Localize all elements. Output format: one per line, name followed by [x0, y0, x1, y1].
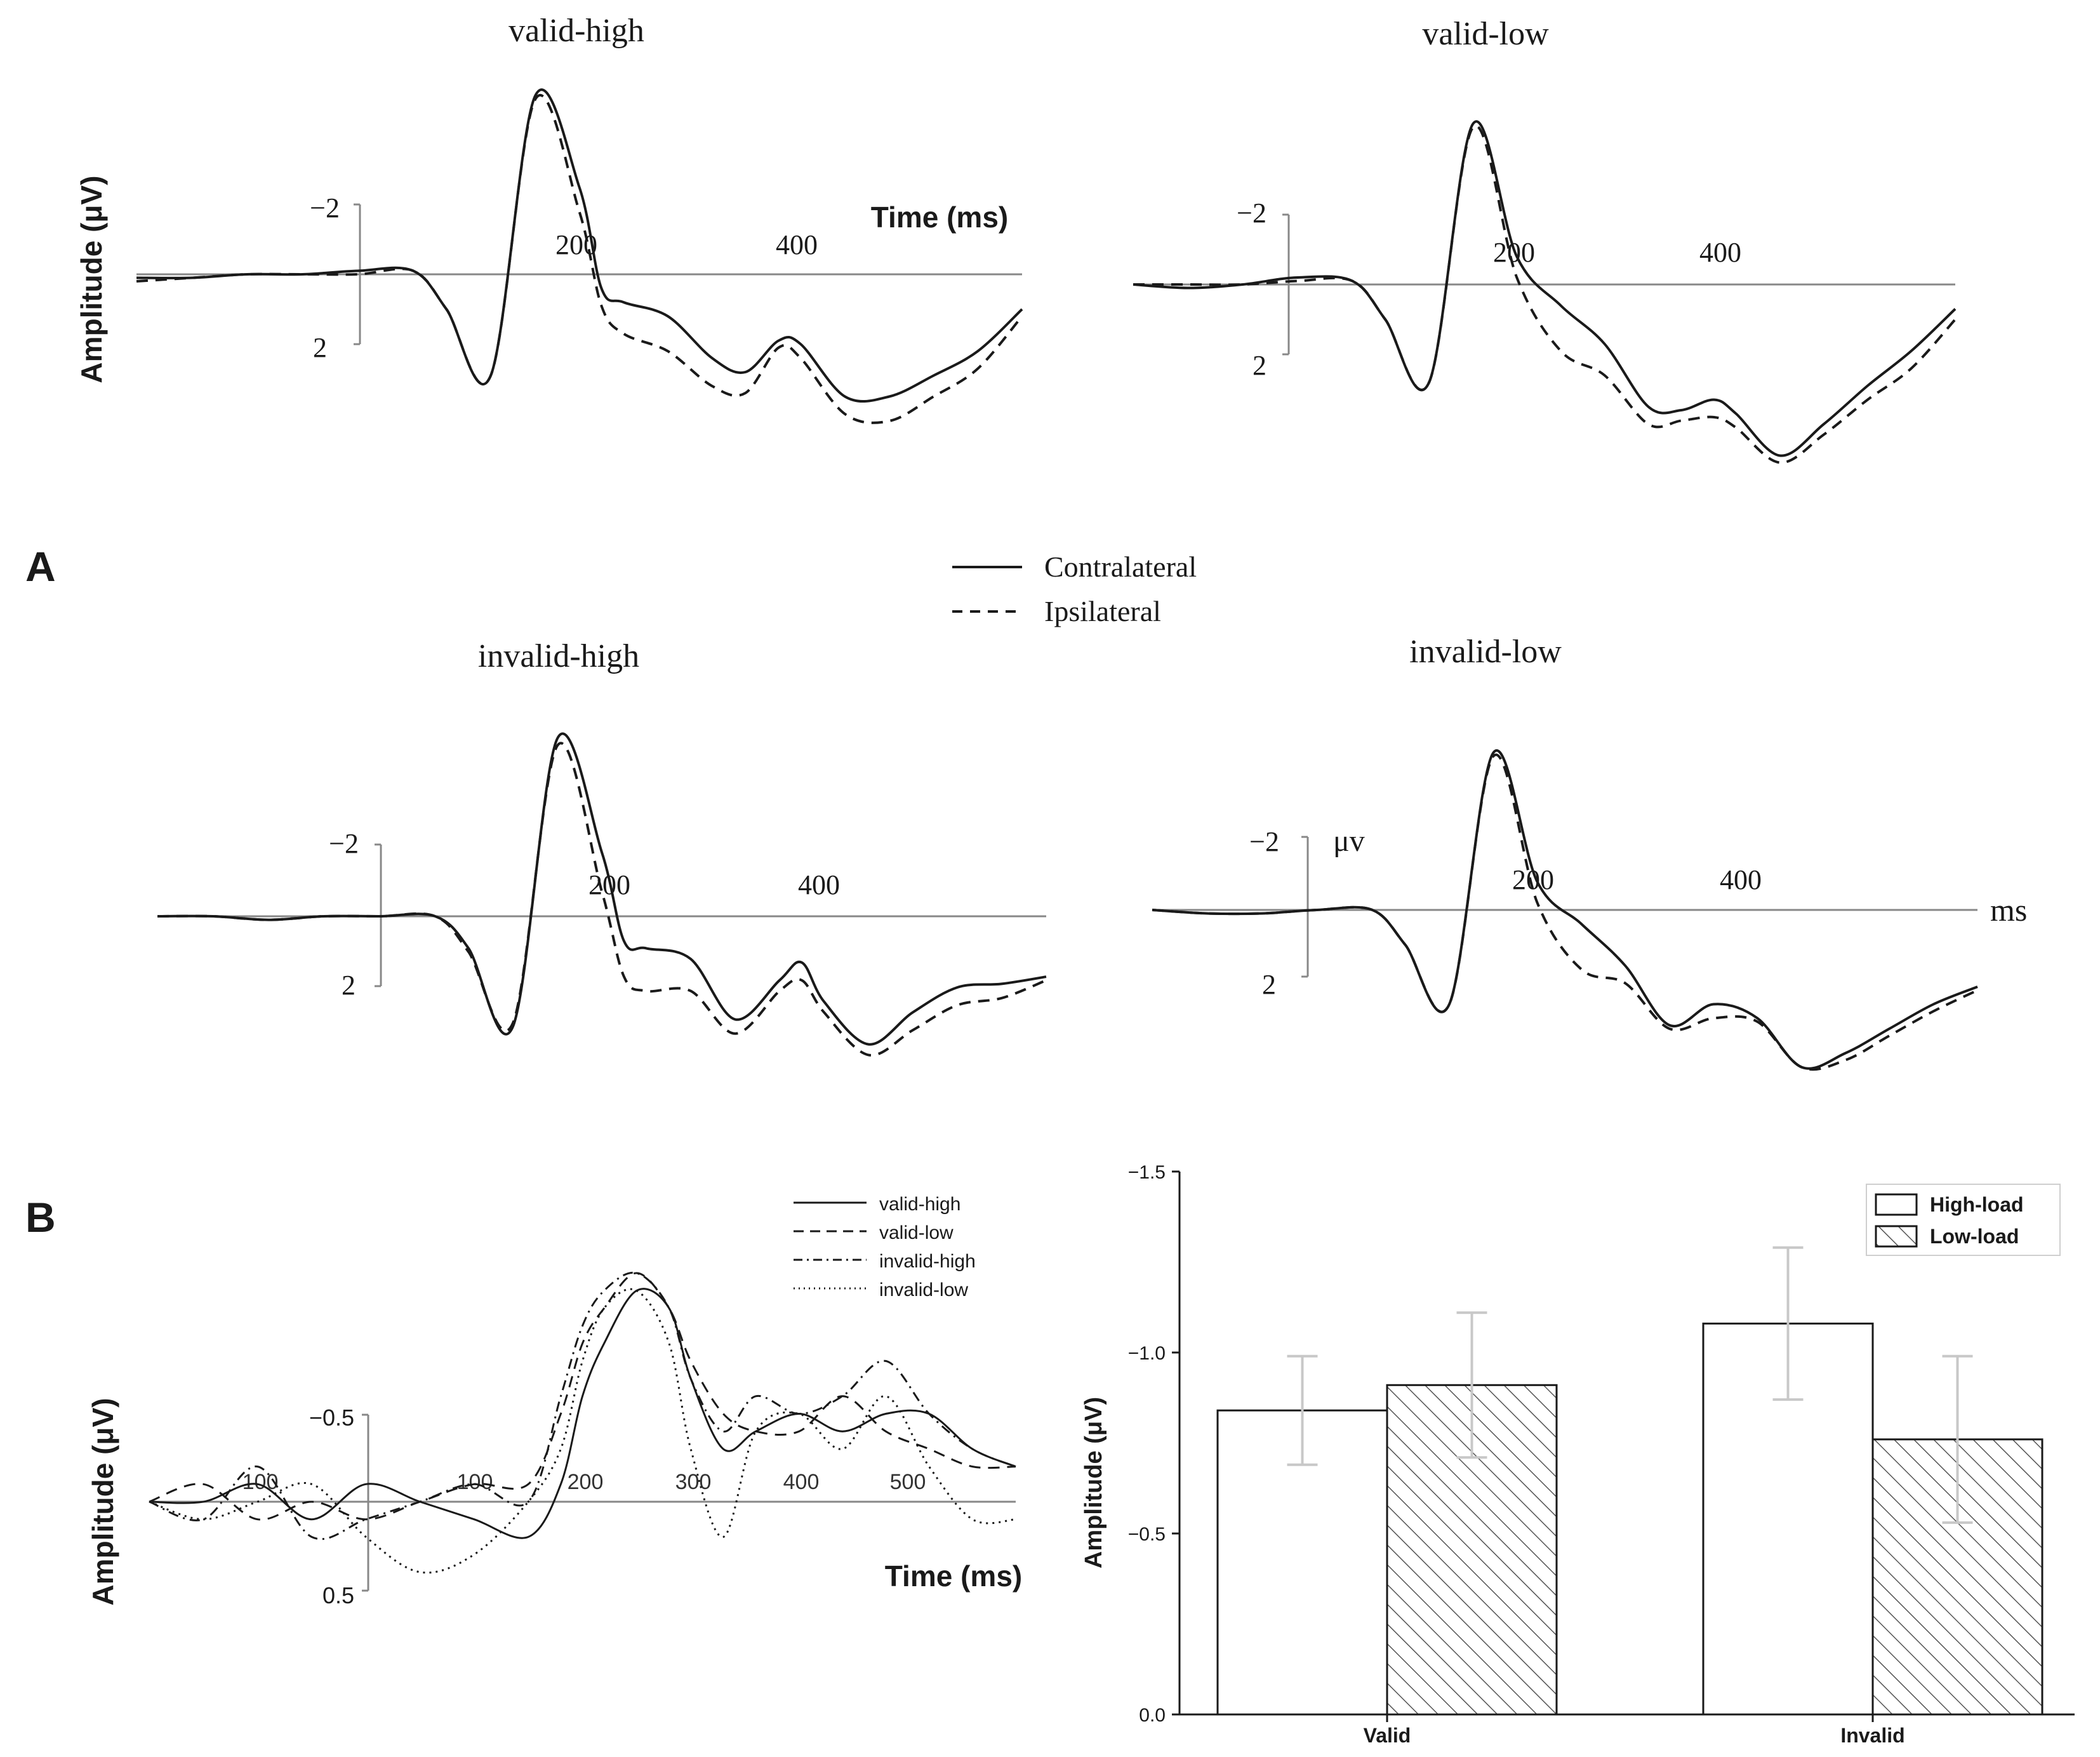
y-tick-label: −1.0	[1128, 1343, 1166, 1364]
x-tick-label: 400	[783, 1470, 820, 1494]
plot-area	[1133, 120, 1957, 464]
x-unit-label: ms	[1990, 892, 2027, 928]
panel-title: invalid-high	[478, 638, 639, 674]
erp-panel-valid-high: valid-high Amplitude (μV) −2 2 200 400 T…	[75, 13, 1023, 424]
erp-panel-invalid-low: invalid-low −2 2 μv 200 400 ms	[1152, 634, 2027, 1071]
legend-label: invalid-low	[879, 1279, 968, 1300]
series-line-ipsilateral	[157, 742, 1047, 1057]
y-tick-label: −2	[310, 192, 340, 224]
bar-legend: High-load Low-load	[1866, 1184, 2061, 1256]
difference-wave-legend: valid-high valid-low invalid-high invali…	[794, 1194, 976, 1300]
x-tick-label: 400	[1720, 864, 1762, 895]
erp-legend: Contralateral Ipsilateral	[952, 551, 1197, 627]
series-line-contralateral	[1133, 120, 1957, 457]
erp-panel-valid-low: valid-low −2 2 200 400	[1133, 16, 1957, 464]
series-line-ipsilateral	[136, 93, 1023, 424]
error-bar-high-load-invalid	[1772, 1246, 1804, 1401]
legend-label: High-load	[1930, 1193, 2024, 1216]
x-tick-label: 200	[568, 1470, 604, 1494]
x-tick-label: 400	[798, 869, 840, 900]
plot-area	[157, 732, 1047, 1057]
series-line-ipsilateral	[1152, 753, 1978, 1071]
error-bar-low-load-valid	[1456, 1311, 1487, 1459]
panel-title: valid-low	[1422, 16, 1549, 52]
series-line-invalid-low	[149, 1288, 1016, 1574]
series-line-valid-high	[149, 1288, 1016, 1539]
plot-area	[136, 88, 1023, 424]
series-line-invalid-high	[149, 1271, 1016, 1540]
y-tick-label: −0.5	[309, 1405, 354, 1431]
y-axis-label: Amplitude (μV)	[86, 1398, 119, 1605]
legend-label: Contralateral	[1044, 551, 1197, 583]
category-label: Valid	[1364, 1724, 1411, 1747]
panel-b-label: B	[25, 1194, 56, 1241]
x-tick-label: 500	[890, 1470, 926, 1494]
x-tick-label: 400	[1699, 237, 1741, 268]
category-label: Invalid	[1840, 1724, 1904, 1747]
y-unit-label: μv	[1333, 824, 1365, 858]
erp-panel-invalid-high: invalid-high −2 2 200 400	[157, 638, 1047, 1057]
legend-swatch-high-load	[1875, 1193, 1918, 1216]
bar-chart-panel: Amplitude (μV) 0.0 −0.5 −1.0 −1.5 Valid …	[1080, 1162, 2075, 1747]
panel-title: invalid-low	[1409, 634, 1562, 670]
legend-label: Low-load	[1930, 1225, 2019, 1248]
y-tick-label: 2	[1262, 969, 1276, 1000]
error-bar-high-load-valid	[1287, 1354, 1318, 1466]
y-axis-label: Amplitude (μV)	[1080, 1397, 1107, 1568]
plot-area	[149, 1271, 1016, 1574]
y-tick-label: −0.5	[1128, 1524, 1166, 1545]
series-line-ipsilateral	[1133, 124, 1957, 464]
x-tick-label: 300	[675, 1470, 712, 1494]
error-bar-low-load-invalid	[1942, 1354, 1973, 1524]
y-tick-label: 2	[313, 332, 327, 363]
legend-swatch-low-load	[1875, 1225, 1918, 1248]
legend-label: valid-high	[879, 1194, 960, 1215]
x-tick-label: 400	[776, 229, 818, 260]
y-tick-label: −1.5	[1128, 1162, 1166, 1183]
y-tick-label: −2	[1249, 826, 1279, 857]
series-line-valid-low	[149, 1272, 1016, 1521]
difference-wave-panel: Amplitude (μV) −0.5 0.5 100 100 200 300 …	[86, 1194, 1022, 1608]
panel-title: valid-high	[508, 13, 644, 49]
plot-area	[1152, 749, 1978, 1071]
legend-label: valid-low	[879, 1222, 954, 1243]
legend-label: Ipsilateral	[1044, 595, 1161, 627]
y-axis-label: Amplitude (μV)	[75, 175, 108, 383]
y-tick-label: −2	[329, 828, 359, 859]
y-tick-label: −2	[1237, 197, 1266, 229]
panel-a-label: A	[25, 543, 56, 590]
legend-label: invalid-high	[879, 1251, 976, 1272]
y-tick-label: 0.5	[322, 1582, 354, 1608]
x-axis-label: Time (ms)	[871, 201, 1008, 234]
x-tick-label: 100	[457, 1470, 493, 1494]
x-tick-label: 100	[243, 1470, 279, 1494]
y-tick-label: 2	[1253, 350, 1266, 381]
y-tick-label: 2	[342, 970, 356, 1001]
bar-group	[1216, 1246, 2044, 1716]
y-tick-label: 0.0	[1139, 1705, 1166, 1726]
series-line-contralateral	[136, 88, 1023, 403]
x-axis-label: Time (ms)	[885, 1560, 1022, 1593]
